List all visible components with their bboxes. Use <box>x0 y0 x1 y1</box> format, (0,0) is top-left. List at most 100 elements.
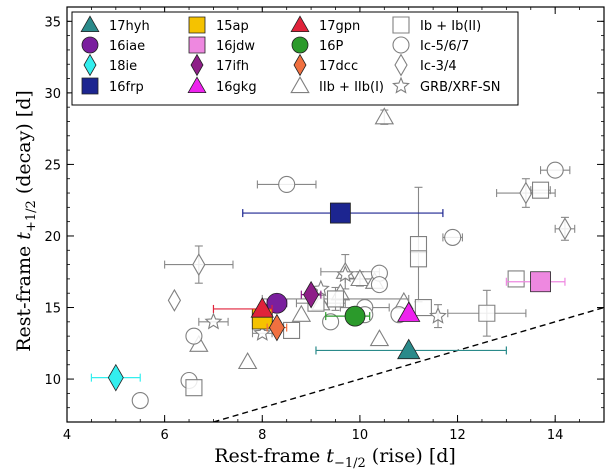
comparison-point <box>558 217 572 241</box>
legend-marker <box>290 15 310 32</box>
legend-marker <box>81 36 99 54</box>
x-tick-label: 14 <box>547 428 564 443</box>
legend-marker <box>188 36 206 54</box>
legend-label: 16gkg <box>216 80 257 95</box>
plot-content <box>90 107 604 422</box>
comparison-point <box>546 161 564 179</box>
legend-entry: 16jdw <box>188 36 255 54</box>
data-point-17ifh <box>303 280 320 309</box>
legend-entry: 16P <box>291 36 344 54</box>
plot-area <box>90 107 604 422</box>
x-tick-label: 12 <box>449 428 466 443</box>
y-tick-label: 30 <box>44 87 61 102</box>
series-16jdw <box>505 271 566 293</box>
x-tick-label: 8 <box>258 428 266 443</box>
legend-label: Ib + Ib(II) <box>420 19 481 34</box>
legend-entry: IIb + IIb(I) <box>290 76 384 95</box>
data-point-16frp <box>329 202 351 224</box>
data-point-16jdw <box>530 271 551 293</box>
comparison-point <box>478 304 496 322</box>
y-tick-label: 20 <box>44 230 61 245</box>
comparison-point <box>519 181 533 205</box>
comparison-point <box>370 276 388 294</box>
legend-entry: 16frp <box>81 77 144 95</box>
legend-label: Ic-5/6/7 <box>420 39 469 54</box>
data-point-17gpn <box>250 297 274 318</box>
comparison-point <box>322 313 340 331</box>
comparison-point <box>185 327 203 345</box>
series-iib-iib-i- <box>189 107 414 370</box>
x-tick-label: 10 <box>352 428 369 443</box>
data-point-17hyh <box>397 338 421 360</box>
legend-entry: GRB/XRF-SN <box>392 76 501 95</box>
legend-entry: Ic-5/6/7 <box>392 36 469 54</box>
series-17dcc <box>266 313 288 342</box>
data-point-16gkg <box>397 301 421 322</box>
comparison-point <box>409 236 428 254</box>
legend-entry: 17gpn <box>290 15 360 34</box>
legend-label: 16jdw <box>216 39 255 54</box>
comparison-point <box>167 288 182 312</box>
legend-label: 17ifh <box>216 59 249 74</box>
comparison-point <box>237 351 258 370</box>
legend-marker <box>187 76 207 93</box>
series-17gpn <box>212 297 274 318</box>
legend-marker <box>291 36 309 54</box>
data-point-17dcc <box>268 313 285 342</box>
y-tick-label: 10 <box>44 373 61 388</box>
series-17hyh <box>315 338 507 360</box>
comparison-point <box>253 323 272 341</box>
comparison-point <box>409 250 428 268</box>
comparison-point <box>291 304 312 322</box>
comparison-point <box>326 290 345 308</box>
data-point-18ie <box>107 363 124 392</box>
series-17ifh <box>300 280 322 309</box>
y-tick-label: 35 <box>44 15 61 30</box>
series-grb-xrf-sn <box>198 265 447 341</box>
comparison-point <box>444 228 462 246</box>
legend-label: 17dcc <box>319 59 358 74</box>
legend-entry: 17ifh <box>190 53 249 77</box>
comparison-point <box>185 379 203 397</box>
series-16p <box>325 305 371 327</box>
legend-entry: 16gkg <box>187 76 257 95</box>
legend-marker <box>83 53 97 77</box>
comparison-point <box>369 329 390 347</box>
legend-entry: 15ap <box>188 16 249 34</box>
comparison-point <box>374 107 395 125</box>
comparison-point <box>336 265 355 283</box>
legend-marker <box>392 76 410 94</box>
legend-label: 16P <box>319 39 344 54</box>
legend-marker <box>188 16 206 34</box>
series-ib-ib-ii- <box>185 181 551 397</box>
legend-entry: 16iae <box>81 36 145 54</box>
y-axis-title: Rest-frame t+1/2 (decay) [d] <box>13 90 39 352</box>
series-16frp <box>242 202 444 224</box>
legend-label: Ic-3/4 <box>420 59 457 74</box>
legend: 17hyh 15ap 17gpn Ib + Ib(II) 16iae 16jdw 16P Ic… <box>71 11 519 106</box>
series-ic-3-4 <box>164 178 576 312</box>
legend-marker <box>190 53 204 77</box>
legend-marker <box>81 77 99 95</box>
y-tick-label: 25 <box>44 158 61 173</box>
legend-marker <box>392 36 410 54</box>
comparison-point <box>350 268 370 287</box>
comparison-point <box>507 270 525 288</box>
legend-entry: 17dcc <box>293 53 358 77</box>
legend-marker <box>80 15 100 32</box>
legend-label: 16iae <box>109 39 145 54</box>
legend-label: 17gpn <box>319 19 360 34</box>
legend-entry: Ic-3/4 <box>394 53 457 77</box>
legend-entry: Ib + Ib(II) <box>392 16 481 34</box>
x-tick-label: 4 <box>63 428 71 443</box>
legend-label: 18ie <box>109 59 137 74</box>
legend-label: 16frp <box>109 80 144 95</box>
comparison-point <box>278 175 296 193</box>
legend-marker <box>392 16 410 34</box>
comparison-point <box>204 312 223 330</box>
comparison-point <box>131 391 149 410</box>
legend-label: 15ap <box>216 19 249 34</box>
y-tick-label: 15 <box>44 302 61 317</box>
reference-dashed-line <box>213 306 604 422</box>
